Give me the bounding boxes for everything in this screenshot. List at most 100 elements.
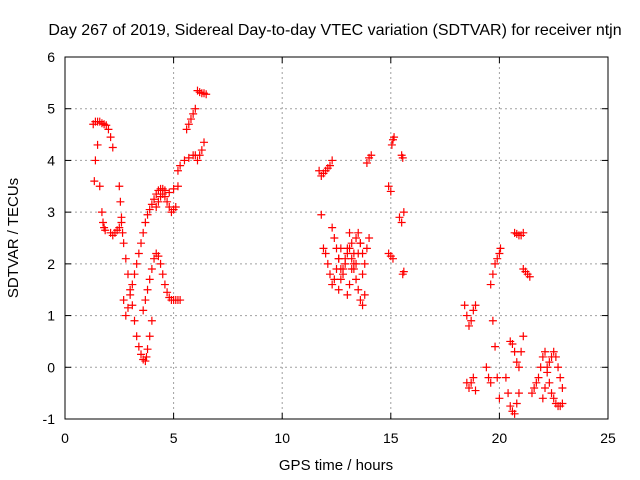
data-point [97, 208, 106, 217]
data-point [486, 280, 495, 289]
data-point [171, 202, 180, 211]
data-point [467, 378, 476, 387]
data-point [147, 200, 156, 209]
data-point [145, 205, 154, 214]
data-point [397, 218, 406, 227]
data-point [156, 259, 165, 268]
data-point [104, 125, 113, 134]
data-point [491, 342, 500, 351]
data-point [101, 226, 110, 235]
data-point [339, 265, 348, 274]
y-tick-label: -1 [43, 411, 56, 427]
series-arc-s [397, 151, 408, 217]
data-point [150, 254, 159, 263]
data-point [108, 143, 117, 152]
series-arc-ad [538, 347, 567, 403]
data-point [160, 192, 169, 201]
chart-title: Day 267 of 2019, Sidereal Day-to-day VTE… [48, 22, 621, 39]
data-point [541, 383, 550, 392]
data-point [150, 195, 159, 204]
data-point [556, 373, 565, 382]
data-point [193, 156, 202, 165]
data-point [388, 254, 397, 263]
data-point [360, 290, 369, 299]
y-tick-label: 2 [47, 256, 55, 272]
data-point [121, 254, 130, 263]
data-point [519, 228, 528, 237]
data-point [121, 311, 130, 320]
data-point [128, 280, 137, 289]
data-point [137, 350, 146, 359]
data-point [180, 156, 189, 165]
data-point [317, 210, 326, 219]
data-point [493, 373, 502, 382]
data-point [352, 234, 361, 242]
data-point [469, 306, 478, 315]
data-point [462, 311, 471, 320]
data-point [189, 109, 198, 118]
data-point [358, 249, 367, 258]
data-point [384, 182, 393, 191]
x-tick-label: 10 [274, 430, 290, 446]
data-point [387, 140, 396, 149]
data-point [325, 161, 334, 170]
data-point [169, 184, 178, 193]
data-point [147, 316, 156, 325]
data-point [145, 275, 154, 284]
series-arc-b [90, 140, 110, 235]
data-point [362, 159, 371, 168]
data-point [336, 275, 345, 284]
data-point [514, 389, 523, 398]
data-point [352, 275, 361, 284]
series-arc-ae [482, 363, 495, 387]
data-point [134, 249, 143, 258]
data-point [117, 218, 126, 227]
data-point [358, 301, 367, 310]
data-point [195, 151, 204, 160]
data-point [116, 197, 125, 206]
data-point [141, 218, 150, 227]
data-point [119, 239, 128, 248]
data-point [541, 347, 550, 356]
data-point [132, 259, 141, 268]
data-point [464, 383, 473, 392]
series-arc-m [328, 223, 367, 310]
data-point [132, 332, 141, 341]
data-point [464, 321, 473, 330]
data-point [545, 358, 554, 367]
data-point [496, 244, 505, 253]
data-point [365, 234, 374, 242]
data-point [334, 285, 343, 294]
data-point [173, 166, 182, 175]
x-tick-label: 15 [383, 430, 399, 446]
data-point [356, 239, 365, 248]
data-point [202, 90, 211, 99]
data-point [328, 156, 337, 165]
data-point [90, 177, 99, 186]
data-point [173, 182, 182, 191]
series-arc-p [362, 151, 376, 168]
data-point [328, 280, 337, 289]
data-point [398, 153, 407, 162]
data-point [534, 373, 543, 382]
data-point [137, 239, 146, 248]
data-point [491, 259, 500, 268]
data-point [115, 223, 124, 232]
data-point [119, 296, 128, 305]
series-arc-r [384, 249, 397, 263]
data-point [332, 244, 341, 253]
series-arc-f [152, 190, 180, 217]
grid-layer [65, 57, 608, 419]
data-point [558, 399, 567, 408]
data-point [354, 285, 363, 294]
x-tick-label: 5 [170, 430, 178, 446]
series-arc-t [395, 213, 408, 279]
data-point [356, 296, 365, 305]
data-point [158, 270, 167, 279]
data-point [143, 210, 152, 219]
data-point [91, 156, 100, 165]
data-point [471, 386, 480, 395]
data-point [551, 352, 560, 361]
series-arc-a [89, 117, 117, 152]
